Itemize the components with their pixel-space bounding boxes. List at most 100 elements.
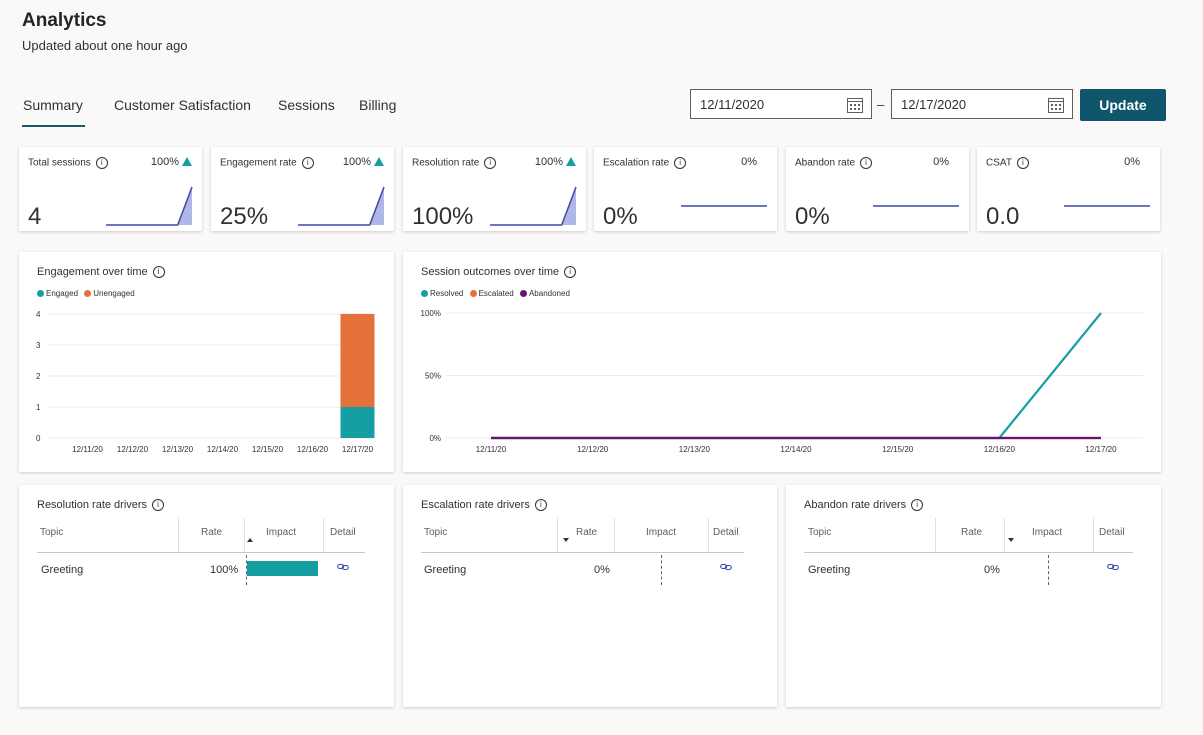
kpi-card-abandon-rate: Abandon rate i 0% 0% xyxy=(786,147,969,231)
column-header-detail[interactable]: Detail xyxy=(330,527,356,538)
sort-descending-icon[interactable] xyxy=(563,538,569,542)
x-tick-label: 12/11/20 xyxy=(72,445,103,454)
x-tick-label: 12/15/20 xyxy=(252,445,284,454)
column-header-detail[interactable]: Detail xyxy=(1099,527,1125,538)
x-tick-label: 12/15/20 xyxy=(882,445,914,454)
detail-link-icon[interactable] xyxy=(720,563,732,571)
end-date-picker[interactable]: 12/17/2020 xyxy=(891,89,1073,119)
info-icon[interactable]: i xyxy=(152,499,165,512)
impact-baseline xyxy=(1048,555,1049,585)
header-divider xyxy=(421,552,744,553)
calendar-icon[interactable] xyxy=(847,97,863,113)
info-icon[interactable]: i xyxy=(1016,157,1029,169)
escalation-drivers-title: Escalation rate drivers xyxy=(421,499,530,511)
info-icon[interactable]: i xyxy=(860,157,873,169)
info-icon[interactable]: i xyxy=(484,157,497,169)
kpi-label: Total sessions xyxy=(28,157,91,169)
kpi-sparkline xyxy=(681,205,767,207)
column-header-rate[interactable]: Rate xyxy=(576,527,598,538)
end-date-value: 12/17/2020 xyxy=(901,97,967,112)
x-tick-label: 12/14/20 xyxy=(207,445,239,454)
session-outcomes-chart-title: Session outcomes over time xyxy=(421,266,560,278)
x-tick-label: 12/11/20 xyxy=(476,445,507,454)
info-icon[interactable]: i xyxy=(301,157,314,169)
selected-tab-indicator xyxy=(22,125,85,127)
topic-cell[interactable]: Greeting xyxy=(808,564,851,576)
impact-baseline xyxy=(246,555,247,585)
page-title: Analytics xyxy=(22,10,107,31)
detail-link-icon[interactable] xyxy=(1107,563,1119,571)
column-header-rate[interactable]: Rate xyxy=(961,527,983,538)
column-divider xyxy=(178,518,179,553)
engagement-chart: 0 1 2 3 4 12/11/20 12/12/20 12/13/20 12/14/20 12/… xyxy=(36,310,375,454)
kpi-label-line: Resolution rate i xyxy=(412,157,497,169)
info-icon[interactable]: i xyxy=(674,157,687,169)
topic-cell[interactable]: Greeting xyxy=(424,564,467,576)
tab-customer-satisfaction[interactable]: Customer Satisfaction xyxy=(114,97,251,113)
kpi-change-line: 0% xyxy=(741,156,767,168)
info-icon[interactable]: i xyxy=(911,499,924,512)
column-header-impact[interactable]: Impact xyxy=(266,527,297,538)
panel-title-line: Resolution rate drivers i xyxy=(37,499,165,512)
panel-title-line: Escalation rate drivers i xyxy=(421,499,547,512)
x-tick-label: 12/14/20 xyxy=(780,445,812,454)
column-header-impact[interactable]: Impact xyxy=(646,527,677,538)
kpi-change-line: 100% xyxy=(535,156,576,168)
trend-up-icon xyxy=(566,157,576,166)
sparkline-line xyxy=(106,186,193,226)
resolution-drivers-title: Resolution rate drivers xyxy=(37,499,148,511)
impact-baseline xyxy=(661,555,662,585)
column-header-impact[interactable]: Impact xyxy=(1032,527,1063,538)
kpi-sparkline xyxy=(298,186,385,226)
kpi-sparkline xyxy=(490,186,577,226)
kpi-change-line: 0% xyxy=(933,156,959,168)
tab-sessions[interactable]: Sessions xyxy=(278,97,335,113)
chart-title-line: Engagement over time i xyxy=(37,266,165,279)
column-header-topic[interactable]: Topic xyxy=(424,527,448,538)
x-tick-label: 12/17/20 xyxy=(1085,445,1117,454)
sort-ascending-icon[interactable] xyxy=(247,538,253,542)
engagement-chart-card: Engagement over time i Engaged Unengaged … xyxy=(19,252,394,472)
bar-engaged[interactable] xyxy=(340,407,375,438)
kpi-label: Escalation rate xyxy=(603,157,670,169)
column-header-rate[interactable]: Rate xyxy=(201,527,223,538)
impact-bar xyxy=(247,561,318,576)
kpi-change: 0% xyxy=(741,156,757,168)
sort-descending-icon[interactable] xyxy=(1008,538,1014,542)
legend-abandoned-swatch xyxy=(519,290,527,297)
info-icon[interactable]: i xyxy=(152,266,165,279)
rate-cell: 100% xyxy=(210,564,239,576)
kpi-change-line: 100% xyxy=(343,156,384,168)
bar-unengaged[interactable] xyxy=(340,314,375,407)
session-outcomes-chart-card: Session outcomes over time i Resolved Esc… xyxy=(403,252,1161,472)
kpi-label-line: Escalation rate i xyxy=(603,157,687,169)
info-icon[interactable]: i xyxy=(564,266,577,279)
kpi-label: Abandon rate xyxy=(795,157,856,169)
y-tick-label: 1 xyxy=(36,403,41,412)
kpi-card-escalation-rate: Escalation rate i 0% 0% xyxy=(594,147,777,231)
start-date-picker[interactable]: 12/11/2020 xyxy=(690,89,872,119)
column-header-topic[interactable]: Topic xyxy=(808,527,832,538)
detail-link-icon[interactable] xyxy=(337,563,349,571)
column-divider xyxy=(935,518,936,553)
info-icon[interactable]: i xyxy=(534,499,547,512)
trend-up-icon xyxy=(374,157,384,166)
sparkline-line xyxy=(490,186,577,226)
legend-resolved-swatch xyxy=(421,290,428,297)
kpi-sparkline xyxy=(106,186,193,226)
kpi-value: 100% xyxy=(412,203,474,230)
topic-cell[interactable]: Greeting xyxy=(41,564,84,576)
info-icon[interactable]: i xyxy=(95,157,108,169)
x-tick-label: 12/16/20 xyxy=(984,445,1016,454)
panel-title-line: Abandon rate drivers i xyxy=(804,499,924,512)
calendar-icon[interactable] xyxy=(1048,97,1064,113)
kpi-card-total-sessions: Total sessions i 100% 4 xyxy=(19,147,202,231)
column-header-detail[interactable]: Detail xyxy=(713,527,739,538)
update-button[interactable]: Update xyxy=(1080,89,1166,121)
column-header-topic[interactable]: Topic xyxy=(40,527,64,538)
tab-billing[interactable]: Billing xyxy=(359,97,397,113)
kpi-card-resolution-rate: Resolution rate i 100% 100% xyxy=(403,147,586,231)
legend-engaged-label: Engaged xyxy=(46,289,79,298)
tab-summary[interactable]: Summary xyxy=(23,97,83,113)
rate-cell: 0% xyxy=(984,564,1000,576)
